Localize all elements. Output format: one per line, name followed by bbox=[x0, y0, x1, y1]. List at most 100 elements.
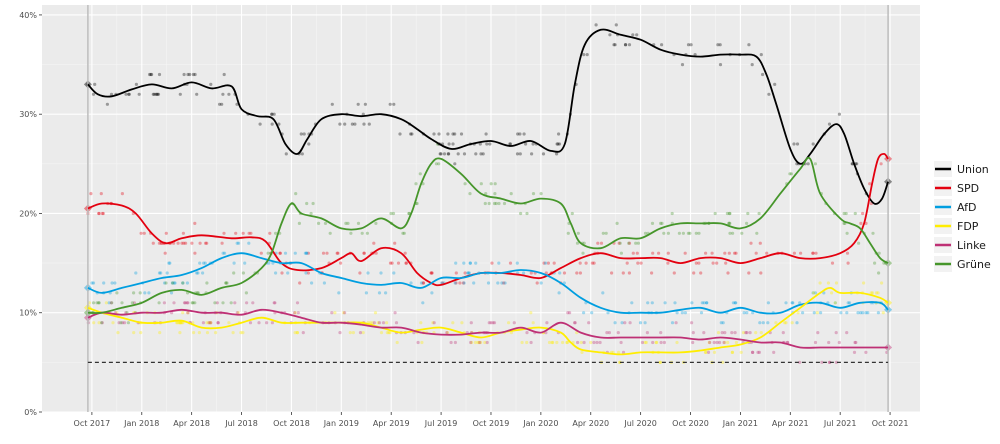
poll-dot bbox=[728, 221, 732, 225]
poll-dot bbox=[834, 360, 839, 364]
poll-dot bbox=[643, 321, 647, 325]
poll-dot bbox=[830, 291, 834, 295]
poll-dot bbox=[205, 281, 209, 285]
poll-dot bbox=[565, 340, 569, 345]
poll-dot bbox=[741, 331, 746, 335]
poll-dot bbox=[296, 311, 300, 315]
poll-dot bbox=[789, 172, 794, 176]
poll-dot bbox=[453, 162, 457, 166]
poll-dot bbox=[547, 340, 552, 345]
poll-dot bbox=[620, 321, 624, 325]
poll-dot bbox=[722, 340, 726, 345]
poll-dot bbox=[859, 221, 863, 225]
poll-dot bbox=[730, 350, 734, 354]
poll-dot bbox=[628, 321, 632, 325]
poll-dot bbox=[627, 271, 632, 275]
poll-dot bbox=[613, 43, 617, 47]
poll-dot bbox=[407, 211, 411, 216]
poll-dot bbox=[788, 172, 792, 176]
poll-dot bbox=[827, 122, 832, 126]
poll-dot bbox=[361, 331, 365, 335]
poll-dot bbox=[268, 231, 272, 235]
poll-dot bbox=[449, 340, 453, 345]
poll-dot bbox=[546, 261, 551, 265]
poll-dot bbox=[758, 241, 762, 245]
poll-dot bbox=[476, 340, 480, 345]
poll-dot bbox=[525, 211, 529, 216]
poll-dot bbox=[551, 340, 555, 345]
series-line-linke bbox=[87, 308, 889, 349]
x-axis: Oct 2017 Jan 2018 Apr 2018 Jul 2018 Oct 2018… bbox=[74, 412, 908, 428]
poll-dot bbox=[492, 201, 497, 206]
poll-dot bbox=[713, 211, 717, 216]
poll-dot bbox=[816, 331, 820, 335]
poll-dot bbox=[544, 261, 548, 265]
poll-dot bbox=[852, 350, 857, 354]
poll-dot bbox=[716, 331, 721, 335]
poll-dot bbox=[751, 350, 755, 354]
poll-dot bbox=[151, 92, 155, 96]
poll-dot bbox=[719, 321, 723, 325]
poll-dot bbox=[617, 241, 621, 245]
poll-dot bbox=[573, 321, 577, 325]
poll-dot bbox=[178, 331, 182, 335]
poll-dot bbox=[302, 132, 306, 136]
poll-dot bbox=[102, 281, 106, 285]
x-tick-label: Jul 2020 bbox=[623, 419, 657, 428]
poll-dot bbox=[385, 321, 389, 325]
poll-dot bbox=[99, 192, 103, 196]
poll-dot bbox=[241, 331, 245, 335]
poll-dot bbox=[530, 152, 534, 156]
poll-dot bbox=[159, 271, 163, 275]
poll-dot bbox=[127, 92, 131, 96]
poll-dot bbox=[466, 271, 470, 275]
poll-dot bbox=[748, 331, 752, 335]
poll-dot bbox=[100, 211, 104, 216]
poll-dot bbox=[392, 102, 396, 106]
poll-dot bbox=[623, 321, 627, 325]
poll-dot bbox=[270, 112, 274, 116]
poll-dot bbox=[731, 231, 735, 235]
poll-dot bbox=[716, 43, 720, 47]
poll-dot bbox=[621, 271, 625, 275]
poll-dot bbox=[827, 340, 831, 345]
x-tick-label: Jan 2021 bbox=[722, 419, 758, 428]
poll-dot bbox=[515, 152, 520, 156]
poll-dot bbox=[659, 221, 663, 225]
poll-dot bbox=[712, 350, 717, 354]
poll-dot bbox=[686, 231, 691, 235]
poll-dot bbox=[734, 301, 738, 305]
poll-dot bbox=[484, 132, 488, 136]
y-tick-label: 20% bbox=[19, 209, 37, 218]
poll-dot bbox=[515, 261, 519, 265]
poll-dot bbox=[862, 281, 866, 285]
poll-dot bbox=[149, 72, 153, 77]
poll-dot bbox=[489, 182, 493, 186]
poll-dot bbox=[624, 43, 628, 47]
y-tick-label: 30% bbox=[19, 110, 37, 119]
poll-dot bbox=[151, 241, 155, 245]
poll-dot bbox=[651, 340, 655, 345]
poll-dot bbox=[627, 241, 631, 245]
poll-dot bbox=[472, 281, 476, 285]
poll-dot bbox=[468, 192, 472, 196]
poll-dot bbox=[876, 291, 880, 295]
poll-dot bbox=[91, 281, 96, 285]
poll-dot bbox=[134, 82, 138, 86]
poll-dot bbox=[643, 340, 647, 345]
poll-dot bbox=[274, 271, 278, 275]
poll-dot bbox=[568, 311, 572, 315]
poll-dot bbox=[241, 271, 245, 275]
poll-dot bbox=[619, 340, 623, 345]
poll-dot bbox=[815, 311, 819, 315]
poll-dot bbox=[604, 231, 608, 235]
poll-dot bbox=[844, 211, 848, 216]
poll-dot bbox=[239, 331, 243, 335]
poll-dot bbox=[483, 340, 487, 345]
poll-dot bbox=[581, 251, 585, 255]
poll-dot bbox=[358, 271, 362, 275]
poll-dot bbox=[834, 281, 839, 285]
poll-dot bbox=[670, 211, 674, 216]
poll-dot bbox=[395, 340, 399, 345]
poll-dot bbox=[430, 291, 434, 295]
